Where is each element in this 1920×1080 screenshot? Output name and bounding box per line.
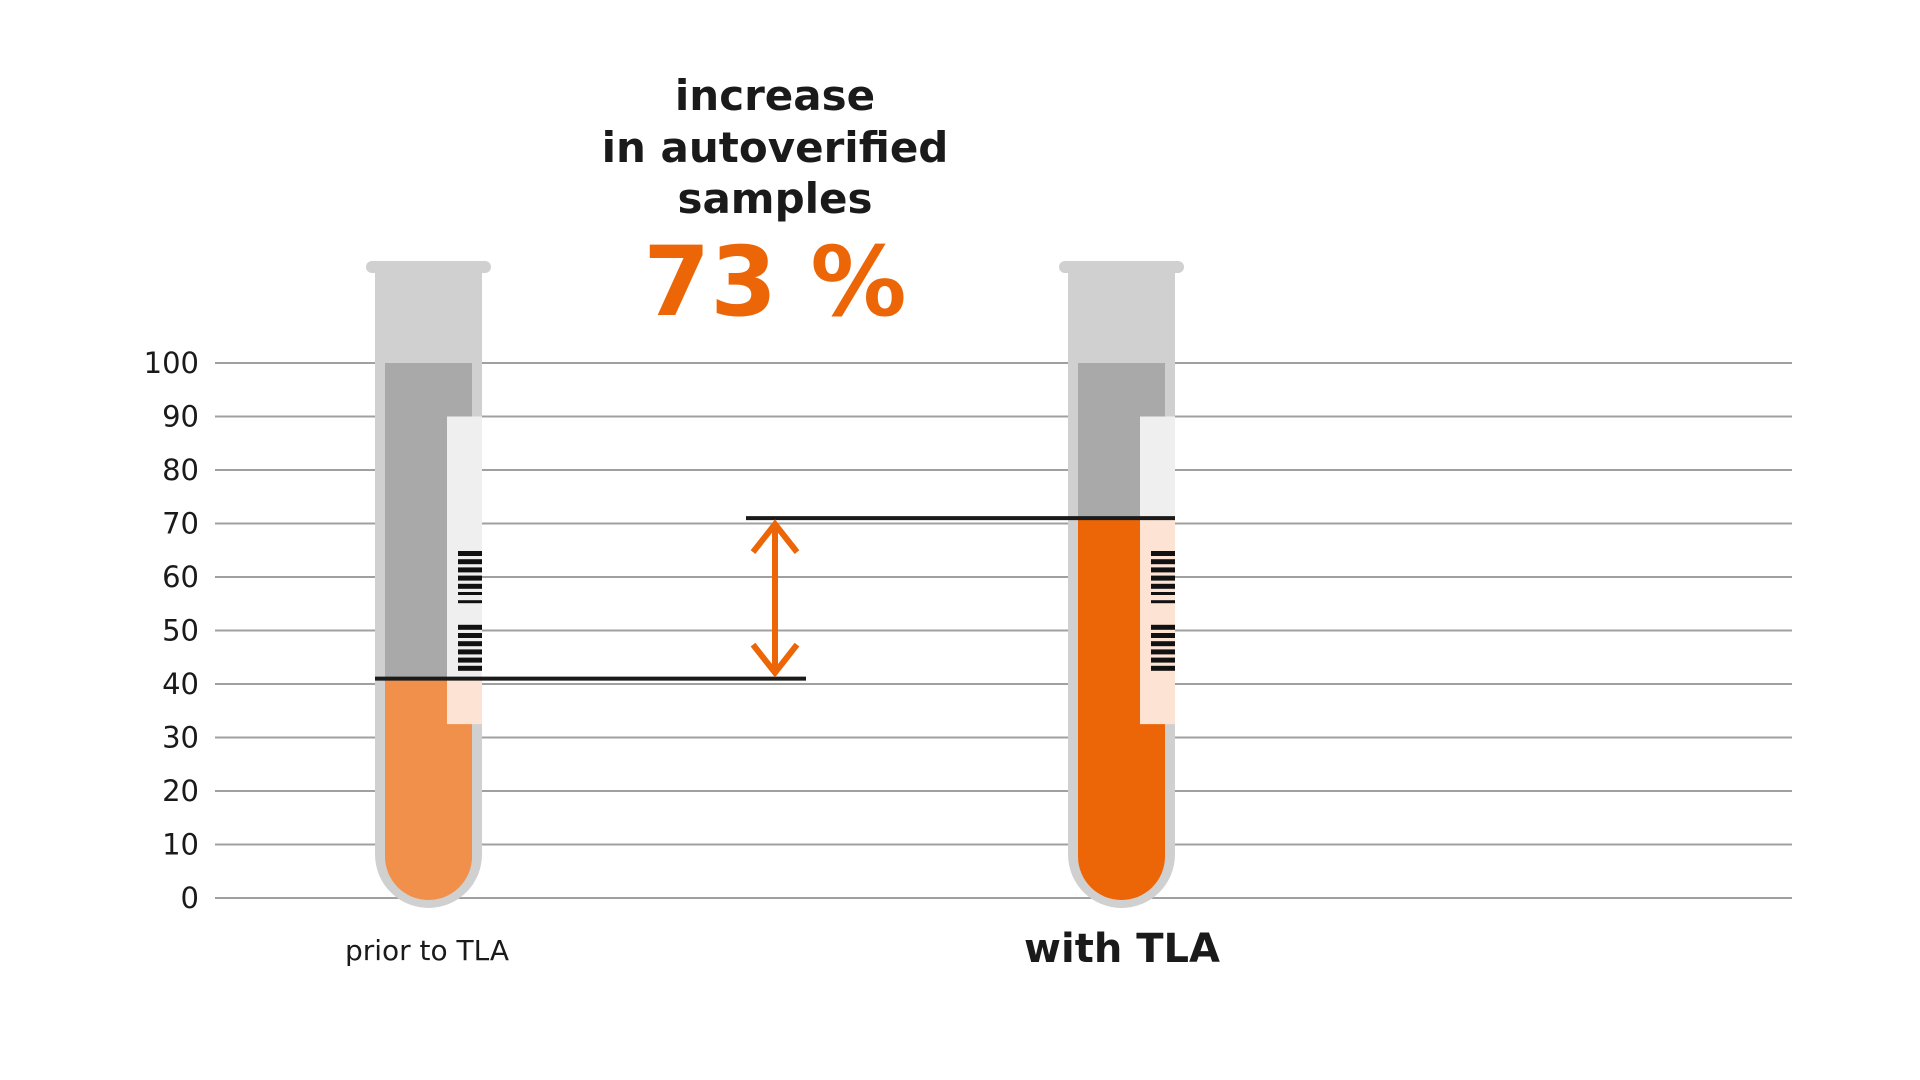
tube-prior xyxy=(366,261,491,908)
title: increase in autoverified samples 73 % xyxy=(602,71,949,338)
barcode-bar xyxy=(458,600,482,604)
bar-fill xyxy=(385,678,472,900)
barcode-bar xyxy=(458,665,482,671)
barcode-bar xyxy=(458,633,482,638)
label-strip-upper xyxy=(447,416,482,679)
barcode-bar xyxy=(1151,567,1175,573)
label-strip-upper xyxy=(1140,416,1175,519)
barcode-bar xyxy=(458,559,482,565)
barcode-bar xyxy=(1151,649,1175,655)
title-line-3: samples xyxy=(677,174,872,223)
barcode-bar xyxy=(458,575,482,581)
label-strip-lower xyxy=(447,678,482,725)
barcode-bar xyxy=(458,583,482,589)
title-line-2: in autoverified xyxy=(602,123,949,172)
y-tick-label: 80 xyxy=(162,453,199,487)
barcode-bar xyxy=(458,624,482,630)
category-label-prior: prior to TLA xyxy=(345,934,509,967)
barcode-bar xyxy=(458,567,482,573)
barcode-bar xyxy=(458,551,482,556)
barcode-bar xyxy=(458,592,482,595)
tubes xyxy=(366,261,1184,908)
y-tick-label: 40 xyxy=(162,667,199,701)
y-tick-label: 30 xyxy=(162,721,199,755)
headline-value: 73 % xyxy=(643,226,906,338)
barcode-bar xyxy=(458,649,482,655)
barcode-bar xyxy=(1151,551,1175,556)
barcode-bar xyxy=(1151,575,1175,581)
barcode-bar xyxy=(1151,624,1175,630)
title-line-1: increase xyxy=(675,71,875,120)
y-tick-label: 100 xyxy=(144,346,199,380)
double-arrow-icon xyxy=(750,519,800,678)
tube-with xyxy=(1059,261,1184,908)
y-tick-label: 90 xyxy=(162,400,199,434)
y-tick-label: 50 xyxy=(162,614,199,648)
barcode-bar xyxy=(1151,641,1175,647)
barcode-bar xyxy=(458,641,482,647)
y-tick-label: 0 xyxy=(181,881,199,915)
barcode-bar xyxy=(1151,592,1175,595)
barcode-bar xyxy=(1151,600,1175,604)
label-strip-lower xyxy=(1140,518,1175,725)
barcode-icon xyxy=(458,551,482,671)
category-label-with: with TLA xyxy=(1024,926,1220,972)
barcode-bar xyxy=(1151,559,1175,565)
y-tick-label: 60 xyxy=(162,560,199,594)
barcode-bar xyxy=(1151,657,1175,663)
y-tick-label: 20 xyxy=(162,774,199,808)
barcode-bar xyxy=(1151,665,1175,671)
barcode-bar xyxy=(458,657,482,663)
barcode-bar xyxy=(1151,633,1175,638)
barcode-bar xyxy=(1151,583,1175,589)
y-tick-label: 70 xyxy=(162,507,199,541)
barcode-icon xyxy=(1151,551,1175,671)
level-lines xyxy=(375,516,1175,681)
y-tick-label: 10 xyxy=(162,828,199,862)
